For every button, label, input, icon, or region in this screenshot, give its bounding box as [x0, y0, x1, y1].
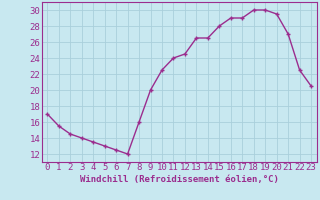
X-axis label: Windchill (Refroidissement éolien,°C): Windchill (Refroidissement éolien,°C): [80, 175, 279, 184]
